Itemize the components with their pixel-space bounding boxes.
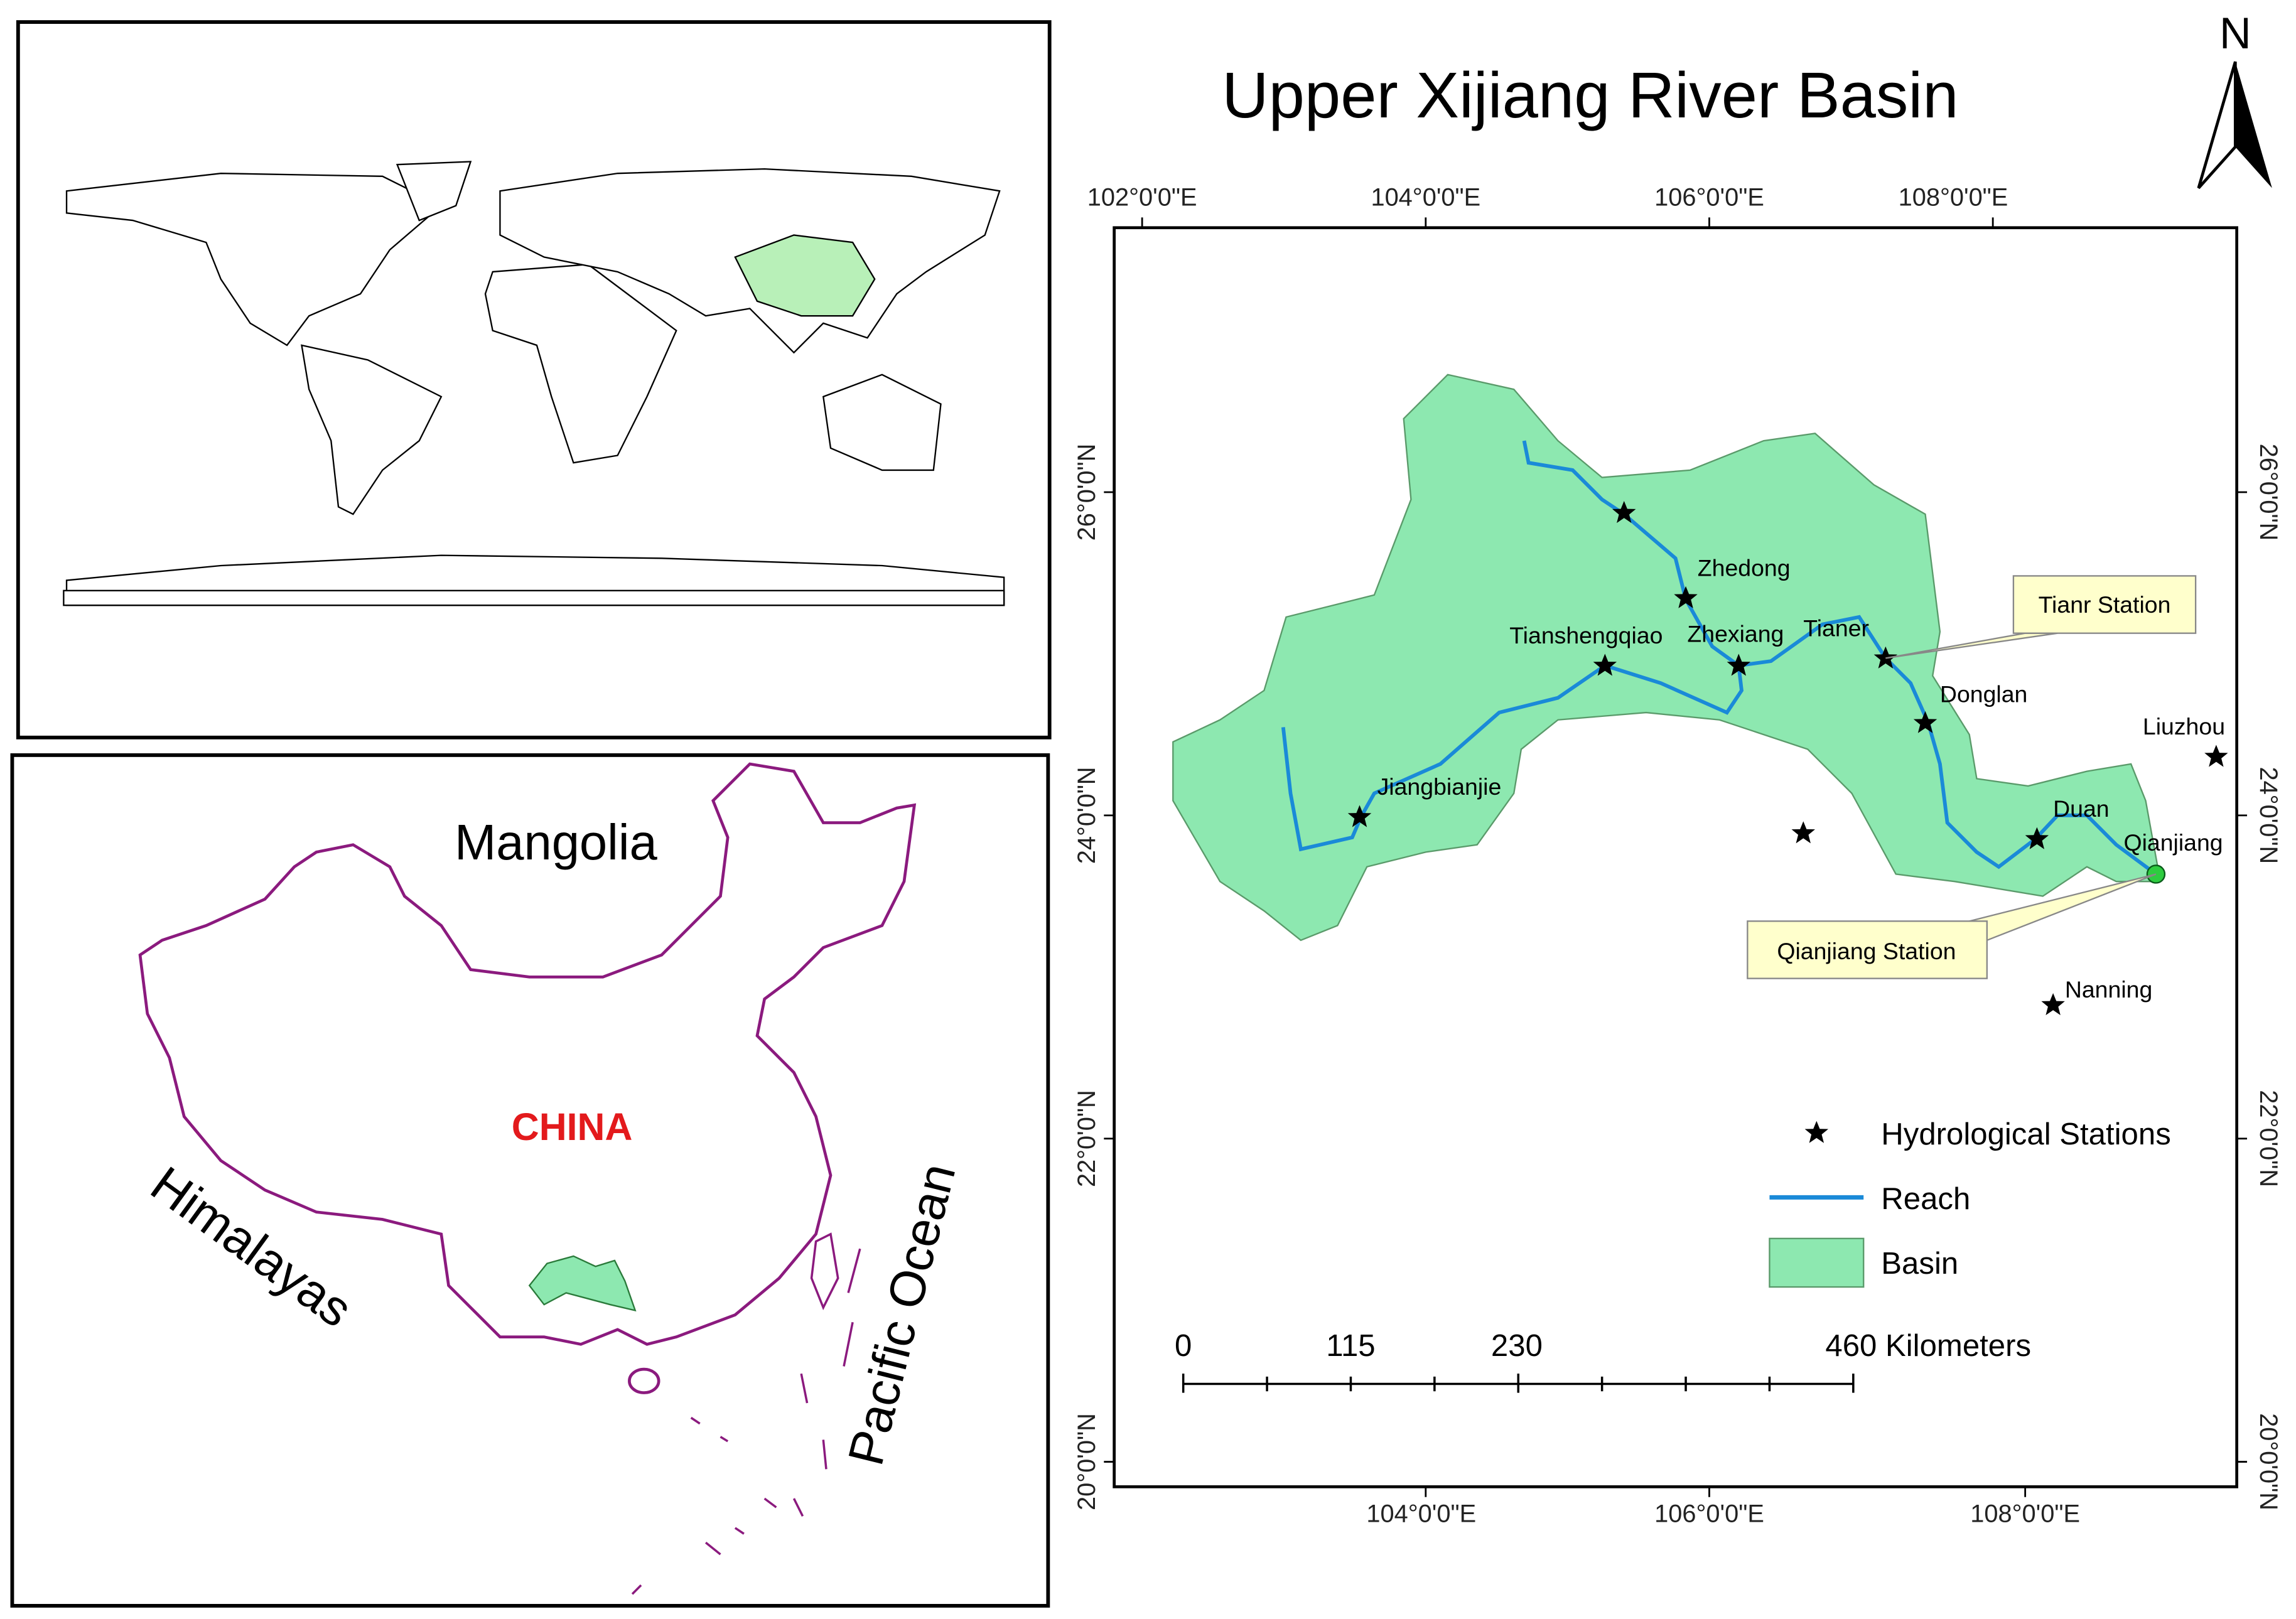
arrow-left xyxy=(2197,61,2237,190)
station-label: Liuzhou xyxy=(2143,713,2225,740)
station-labels: Zhedong Tianshengqiao Zhexiang Tianer Do… xyxy=(1377,554,2225,1003)
station-label: Jiangbianjie xyxy=(1377,773,1502,800)
africa xyxy=(484,264,677,464)
legend-symbol xyxy=(1769,1237,1865,1288)
australia xyxy=(822,374,942,471)
scale-label: 0 xyxy=(1175,1329,1192,1363)
lat-label: 24°0'0"N xyxy=(2255,766,2282,864)
inset-label: Mangolia xyxy=(455,814,658,870)
callout: Qianjiang Station xyxy=(1747,873,2157,979)
inset-label: CHINA xyxy=(512,1105,633,1148)
lon-label: 104°0'0"E xyxy=(1366,1500,1476,1528)
lat-label: 26°0'0"N xyxy=(2255,444,2282,541)
graticule-ticks xyxy=(1104,217,2248,1497)
legend-label: Basin xyxy=(1881,1247,1958,1281)
callout-label: Tianr Station xyxy=(2039,591,2171,618)
island-dashes xyxy=(631,1248,861,1595)
lon-label: 108°0'0"E xyxy=(1899,184,2008,212)
callout: Tianr Station xyxy=(1885,575,2197,659)
panel-frame xyxy=(16,20,1052,740)
lat-label: 26°0'0"N xyxy=(1073,444,1101,541)
islands xyxy=(631,1248,861,1595)
world-continents xyxy=(63,161,1005,606)
north-arrow xyxy=(2197,61,2272,190)
greenland xyxy=(396,161,472,222)
panel-frame xyxy=(10,753,1050,1608)
taiwan xyxy=(810,1232,839,1311)
tributary-reach xyxy=(1281,663,1744,852)
callout-box xyxy=(2012,575,2197,634)
callout-label: Qianjiang Station xyxy=(1777,938,1956,964)
lon-label: 106°0'0"E xyxy=(1654,1500,1764,1528)
lat-label: 22°0'0"N xyxy=(2255,1090,2282,1187)
station-label: Tianer xyxy=(1803,615,1869,641)
callout-box xyxy=(1747,920,1988,979)
lon-label: 102°0'0"E xyxy=(1087,184,1197,212)
station-label: Zhedong xyxy=(1698,554,1791,581)
north-america xyxy=(65,172,443,347)
map-title: Upper Xijiang River Basin xyxy=(1222,59,1958,131)
lat-label: 24°0'0"N xyxy=(1073,766,1101,864)
china-panel: Mangolia CHINA Himalayas Pacific Ocean xyxy=(10,753,1050,1608)
basin-inset xyxy=(528,1255,637,1312)
map-bottom-strip xyxy=(63,589,1005,606)
scale-label: 230 xyxy=(1491,1329,1543,1363)
station-label: Duan xyxy=(2053,795,2110,822)
basin xyxy=(1172,374,2162,942)
lon-label: 104°0'0"E xyxy=(1371,184,1480,212)
lon-label: 106°0'0"E xyxy=(1654,184,1764,212)
station-label: Qianjiang xyxy=(2123,829,2223,856)
legend: Hydrological Stations Reach Basin xyxy=(1769,1117,2171,1288)
station-label: Donglan xyxy=(1940,681,2027,707)
north-label: N xyxy=(2219,8,2251,58)
lat-label: 22°0'0"N xyxy=(1073,1090,1101,1187)
world-map-panel xyxy=(16,20,1052,740)
arrow-right xyxy=(2235,62,2272,188)
station-label: Zhexiang xyxy=(1687,621,1784,647)
station-label: Nanning xyxy=(2065,976,2152,1003)
scale-label: 460 Kilometers xyxy=(1825,1329,2031,1363)
china-highlight xyxy=(734,234,876,317)
china-outline xyxy=(138,762,917,1346)
legend-label: Hydrological Stations xyxy=(1881,1117,2170,1151)
scale-label: 115 xyxy=(1326,1329,1375,1363)
lon-label: 108°0'0"E xyxy=(1970,1500,2080,1528)
scale-line xyxy=(1182,1374,1855,1393)
legend-label: Reach xyxy=(1881,1182,1970,1216)
station-label: Tianshengqiao xyxy=(1509,622,1663,648)
hainan xyxy=(628,1367,660,1394)
lat-label: 20°0'0"N xyxy=(2255,1413,2282,1510)
scale-bar: 0 115 230 460 Kilometers xyxy=(1175,1329,2031,1393)
south-america xyxy=(301,344,443,515)
tick-marks xyxy=(1104,217,2248,1497)
graticule-labels: 102°0'0"E 104°0'0"E 106°0'0"E 108°0'0"E … xyxy=(1073,184,2282,1528)
lat-label: 20°0'0"N xyxy=(1073,1413,1101,1510)
